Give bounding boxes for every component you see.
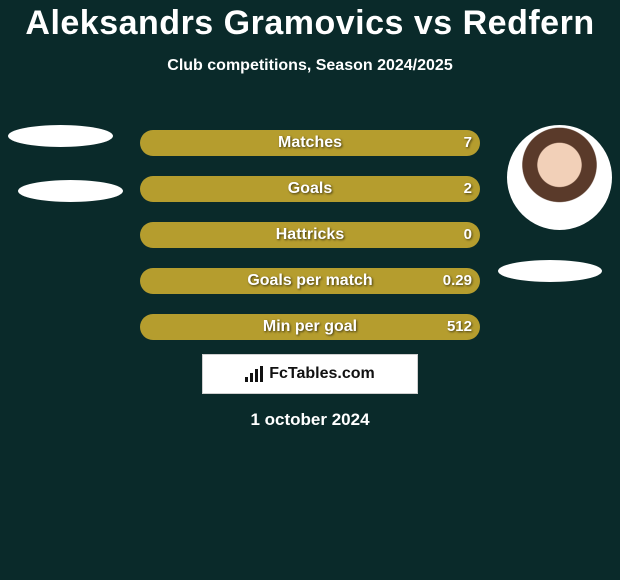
date-label: 1 october 2024 [0, 410, 620, 430]
page-title: Aleksandrs Gramovics vs Redfern [0, 0, 620, 43]
stat-row-goals-per-match: Goals per match 0.29 [0, 258, 620, 304]
stat-row-hattricks: Hattricks 0 [0, 212, 620, 258]
fctables-logo[interactable]: FcTables.com [202, 354, 418, 394]
logo-text: FcTables.com [269, 365, 375, 383]
stat-value-right: 512 [412, 314, 472, 340]
stat-value-right: 0 [412, 222, 472, 248]
stat-row-goals: Goals 2 [0, 166, 620, 212]
stat-row-min-per-goal: Min per goal 512 [0, 304, 620, 350]
stat-row-matches: Matches 7 [0, 120, 620, 166]
stat-value-right: 0.29 [412, 268, 472, 294]
subtitle: Club competitions, Season 2024/2025 [0, 57, 620, 75]
stats-area: Matches 7 Goals 2 Hattricks 0 Goals per … [0, 120, 620, 350]
bar-chart-icon [245, 366, 263, 382]
stat-value-right: 2 [412, 176, 472, 202]
stat-value-right: 7 [412, 130, 472, 156]
